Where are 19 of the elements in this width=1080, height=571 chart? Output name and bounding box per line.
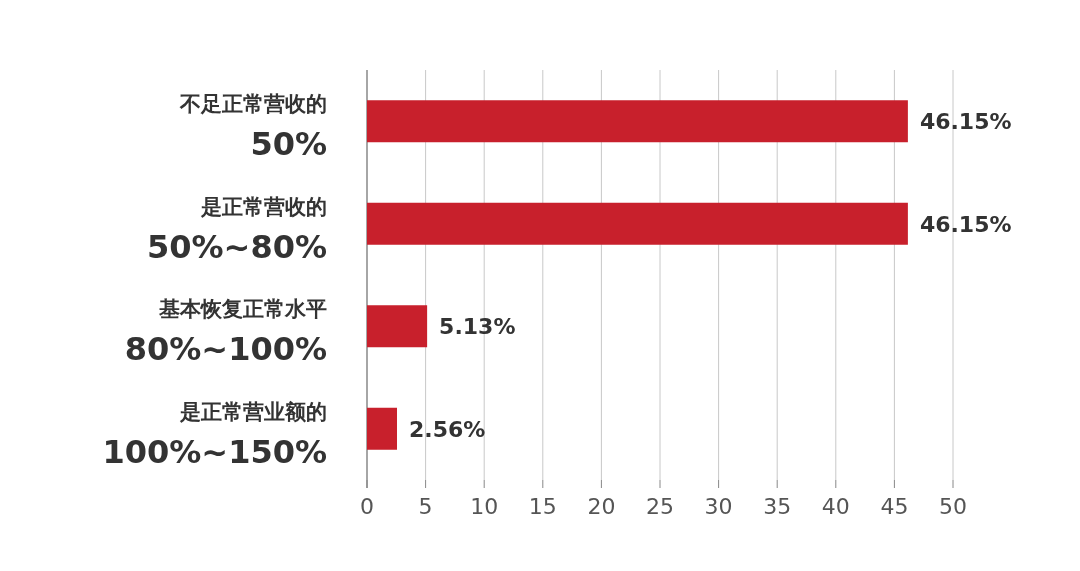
- x-tick-label: 5: [418, 494, 433, 519]
- data-label: 2.56%: [409, 416, 486, 442]
- y-tick-label: 基本恢复正常水平 80%~100%: [124, 297, 327, 369]
- x-tick-label: 15: [528, 494, 557, 519]
- data-label: 5.13%: [439, 314, 516, 340]
- x-tick-label: 40: [821, 494, 850, 519]
- x-tick-label: 20: [587, 494, 616, 519]
- y-tick-label: 是正常营业额的 100%~150%: [102, 399, 327, 471]
- x-tick-label: 35: [763, 494, 792, 519]
- data-label: 46.15%: [919, 109, 1012, 135]
- x-tick-label: 45: [880, 494, 909, 519]
- x-tick-label: 30: [704, 494, 733, 519]
- x-tick-label: 0: [360, 494, 374, 519]
- x-tick-label: 50: [939, 494, 967, 519]
- y-tick-label: 是正常营收的 50%~80%: [147, 194, 327, 266]
- x-tick-label: 25: [646, 494, 674, 519]
- data-label: 46.15%: [919, 211, 1012, 237]
- y-tick-label: 不足正常营收的 50%: [179, 92, 327, 164]
- x-tick-label: 10: [470, 494, 499, 519]
